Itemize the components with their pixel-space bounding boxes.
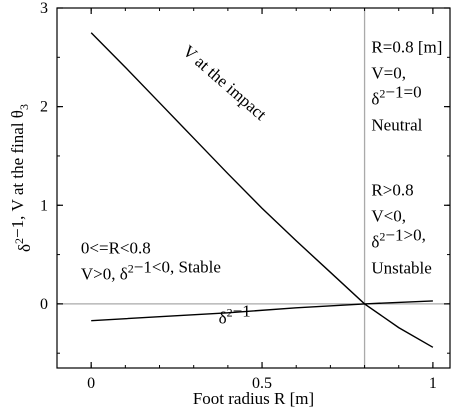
annotation-line: Neutral (371, 115, 422, 134)
annotation-line: 0<=R<0.8 (81, 239, 151, 258)
annotation-line: V=0, (371, 63, 406, 82)
annotation-line: δ2−1=0 (371, 82, 421, 108)
x-axis-title: Foot radius R [m] (193, 389, 314, 408)
annotation-line: δ2−1>0, (371, 225, 425, 251)
annotation-line: V>0, δ2−1<0, Stable (81, 258, 221, 284)
series-label: V at the impact (179, 41, 270, 124)
curves (90, 32, 434, 348)
plot-frame (56, 7, 451, 369)
y-tick-label: 3 (40, 0, 48, 17)
reference-lines (57, 8, 450, 368)
y-tick-label: 0 (40, 296, 48, 313)
x-tick-label: 0.5 (252, 375, 272, 392)
x-tick-label: 1 (429, 375, 437, 392)
axis-ticks: 0 0.5 1 0 1 2 3 (40, 0, 450, 392)
y-axis-title: δ2−1, V at the final θ3 (8, 104, 34, 252)
x-tick-label: 0 (87, 375, 95, 392)
annotation-line: R=0.8 [m] (371, 37, 442, 56)
series-label: δ2−1 (219, 302, 251, 328)
y-tick-label: 1 (40, 197, 48, 214)
y-tick-label: 2 (40, 99, 48, 116)
annotation-line: R>0.8 (371, 180, 413, 199)
chart-labels: Foot radius R [m] δ2−1, V at the final θ3… (8, 37, 442, 408)
series-line-0 (90, 32, 434, 348)
annotation-line: V<0, (371, 206, 406, 225)
series-line-1 (91, 300, 433, 322)
annotation-line: Unstable (371, 258, 431, 277)
